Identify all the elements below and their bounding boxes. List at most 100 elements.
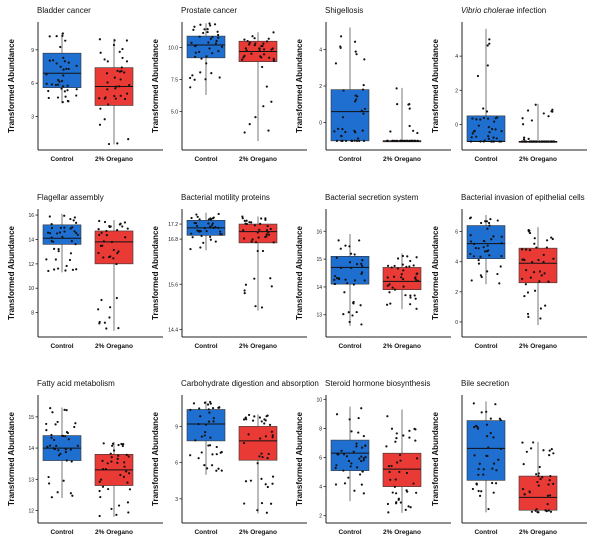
data-point: [102, 240, 106, 243]
data-point: [215, 469, 218, 472]
data-point: [487, 137, 490, 140]
data-point: [211, 52, 214, 55]
data-point: [408, 436, 411, 439]
data-point: [200, 451, 203, 454]
data-point: [260, 420, 263, 423]
panel-1: Bladder cancer Transformed Abundance 3 6 9 Co…: [7, 6, 163, 163]
data-point: [107, 487, 110, 491]
data-point: [98, 480, 101, 483]
data-point: [542, 449, 545, 452]
data-point: [200, 234, 203, 238]
data-point: [268, 423, 272, 426]
data-point: [64, 39, 67, 42]
data-point: [199, 246, 202, 249]
data-point: [118, 50, 121, 53]
data-point: [207, 420, 211, 423]
data-point: [75, 268, 78, 271]
data-point: [477, 259, 480, 262]
data-point: [244, 222, 247, 225]
y-axis-label: Transformed Abundance: [151, 225, 160, 319]
data-point: [103, 58, 106, 61]
y-axis-label: Transformed Abundance: [295, 411, 304, 505]
data-point: [386, 502, 390, 506]
data-point: [415, 457, 419, 460]
data-point: [106, 81, 109, 84]
x-tick-label: 2% Oregano: [239, 156, 277, 163]
data-point: [494, 403, 497, 406]
data-point: [50, 236, 53, 239]
data-point: [478, 462, 481, 465]
data-point: [340, 449, 343, 452]
data-point: [258, 49, 261, 52]
y-tick-label: 6: [175, 461, 178, 467]
data-point: [492, 462, 496, 465]
data-point: [247, 433, 250, 436]
data-point: [486, 227, 489, 230]
data-point: [57, 449, 60, 452]
x-tick-label: Control: [194, 529, 217, 536]
data-point: [107, 103, 110, 106]
data-point: [62, 479, 65, 482]
data-point: [257, 236, 260, 239]
data-point: [59, 65, 62, 68]
data-point: [254, 116, 257, 119]
data-point: [116, 142, 119, 145]
data-point: [488, 42, 491, 45]
data-point: [476, 427, 480, 430]
data-point: [47, 96, 50, 100]
data-point: [474, 246, 477, 250]
data-point: [109, 306, 112, 309]
data-point: [69, 492, 73, 495]
panel-title: Shigellosis: [325, 6, 363, 15]
data-point: [337, 239, 340, 242]
control-series: [466, 28, 506, 143]
data-point: [209, 238, 212, 241]
data-point: [244, 416, 247, 420]
data-point: [336, 127, 340, 130]
data-point: [66, 84, 69, 87]
title-italic-part: Vibrio cholerae: [461, 6, 515, 15]
data-point: [215, 453, 218, 456]
data-point: [470, 279, 473, 282]
data-point: [251, 35, 254, 38]
data-point: [189, 408, 192, 411]
data-point: [121, 56, 124, 60]
data-point: [47, 475, 50, 479]
data-point: [207, 41, 210, 44]
data-point: [100, 298, 103, 302]
data-point: [207, 408, 210, 411]
data-point: [73, 230, 76, 233]
data-point: [480, 490, 483, 493]
y-tick-label: 0: [455, 122, 458, 128]
data-point: [403, 139, 406, 142]
data-point: [499, 140, 503, 143]
data-point: [266, 485, 269, 489]
data-point: [349, 465, 352, 468]
data-point: [57, 248, 60, 251]
data-point: [101, 244, 104, 247]
data-point: [243, 289, 246, 292]
data-point: [63, 226, 66, 229]
data-point: [208, 225, 212, 228]
data-point: [473, 454, 476, 457]
data-point: [549, 475, 552, 478]
data-point: [63, 90, 66, 93]
data-point: [550, 447, 553, 451]
data-point: [206, 403, 210, 406]
data-point: [64, 451, 67, 454]
y-tick-label: 0: [455, 320, 458, 326]
data-point: [333, 278, 336, 281]
data-point: [128, 488, 132, 491]
data-point: [245, 49, 248, 52]
data-point: [268, 56, 271, 59]
data-point: [524, 283, 527, 286]
data-point: [210, 224, 214, 227]
data-point: [339, 247, 342, 250]
data-point: [357, 431, 360, 434]
data-point: [267, 37, 270, 40]
data-point: [58, 80, 61, 83]
data-point: [97, 251, 100, 255]
data-point: [354, 100, 357, 103]
data-point: [477, 467, 480, 471]
data-point: [542, 253, 545, 256]
